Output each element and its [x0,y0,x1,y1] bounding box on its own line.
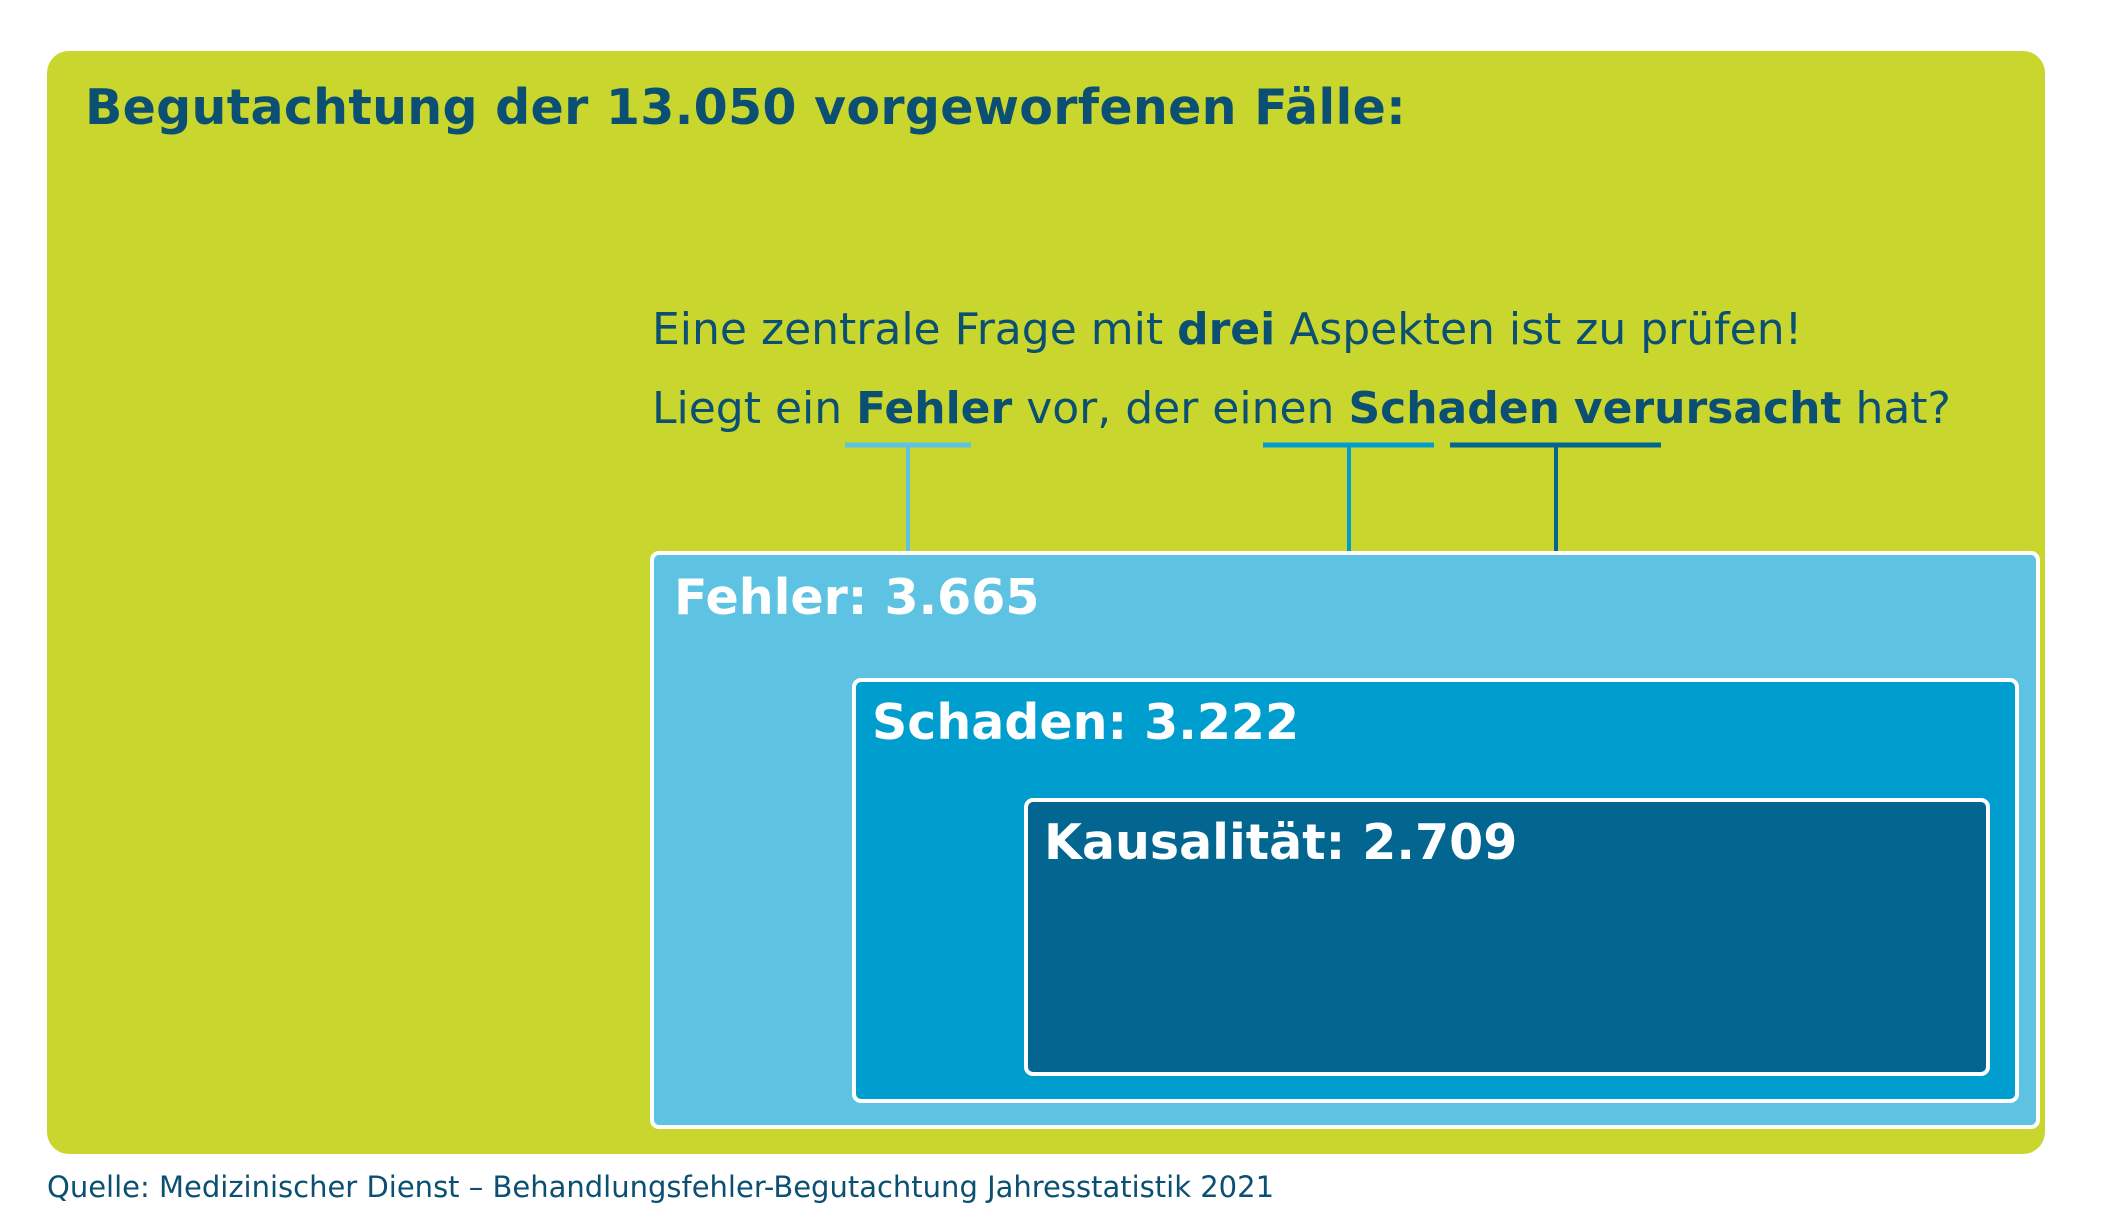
infographic-title: Begutachtung der 13.050 vorgeworfenen Fä… [85,79,1407,136]
question-line-2: Liegt ein Fehler vor, der einen Schaden … [652,383,1951,434]
term-fehler: Fehler [856,383,1013,434]
green-panel: Begutachtung der 13.050 vorgeworfenen Fä… [47,51,2045,1154]
question-line-1: Eine zentrale Frage mit drei Aspekten is… [652,304,1802,355]
box-kausalitaet: Kausalität: 2.709 [1024,798,1990,1076]
box-fehler-label: Fehler: 3.665 [674,569,1040,626]
source-note: Quelle: Medizinischer Dienst – Behandlun… [47,1170,1275,1204]
term-verursacht: verursacht [1573,383,1842,434]
question-emphasis-drei: drei [1177,304,1276,355]
term-schaden: Schaden [1348,383,1560,434]
question-text: hat? [1841,383,1951,434]
box-kausalitaet-label: Kausalität: 2.709 [1044,814,1518,871]
question-text: Eine zentrale Frage mit [652,304,1178,355]
box-schaden-label: Schaden: 3.222 [872,694,1300,751]
question-text: vor, der einen [1012,383,1349,434]
question-text: Liegt ein [652,383,857,434]
question-text: Aspekten ist zu prüfen! [1275,304,1803,355]
